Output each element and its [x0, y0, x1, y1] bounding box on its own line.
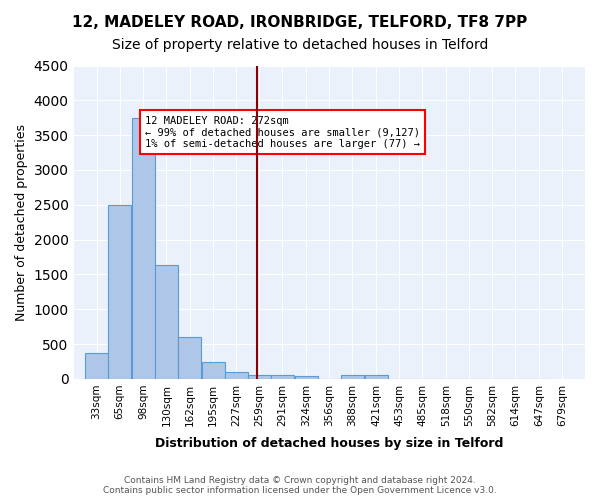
Bar [295, 376, 318, 379]
Bar [225, 372, 248, 379]
Bar [132, 118, 155, 379]
Text: 12, MADELEY ROAD, IRONBRIDGE, TELFORD, TF8 7PP: 12, MADELEY ROAD, IRONBRIDGE, TELFORD, T… [73, 15, 527, 30]
Bar [202, 362, 225, 379]
X-axis label: Distribution of detached houses by size in Telford: Distribution of detached houses by size … [155, 437, 503, 450]
Bar [271, 375, 294, 379]
Text: Contains HM Land Registry data © Crown copyright and database right 2024.
Contai: Contains HM Land Registry data © Crown c… [103, 476, 497, 495]
Y-axis label: Number of detached properties: Number of detached properties [15, 124, 28, 320]
Bar [178, 337, 201, 379]
Bar [155, 264, 178, 379]
Bar [248, 374, 271, 379]
Bar [341, 375, 364, 379]
Bar [108, 205, 131, 379]
Text: Size of property relative to detached houses in Telford: Size of property relative to detached ho… [112, 38, 488, 52]
Bar [365, 375, 388, 379]
Text: 12 MADELEY ROAD: 272sqm
← 99% of detached houses are smaller (9,127)
1% of semi-: 12 MADELEY ROAD: 272sqm ← 99% of detache… [145, 116, 420, 149]
Bar [85, 353, 108, 379]
